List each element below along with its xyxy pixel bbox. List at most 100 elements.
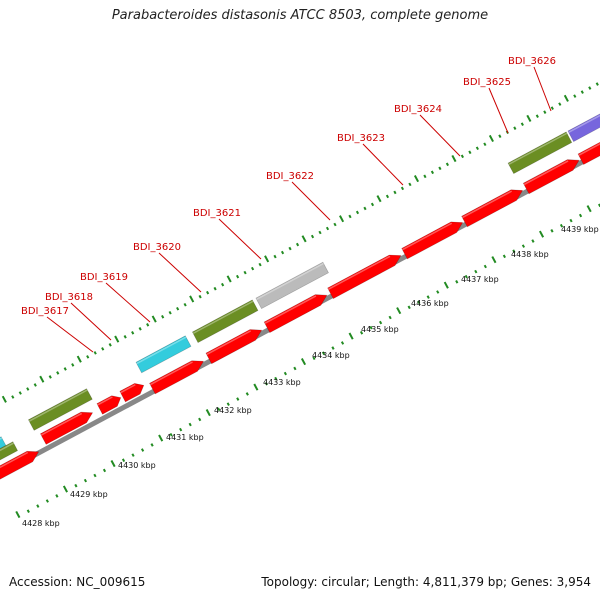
lower-tick: [455, 280, 459, 284]
lower-tick: [198, 417, 202, 422]
upper-tick: [264, 255, 270, 263]
lower-tick: [110, 459, 116, 468]
upper-tick: [176, 306, 180, 311]
lower-tick: [396, 307, 402, 315]
rrna-feature-highlight: [192, 300, 254, 335]
lower-tick: [179, 427, 183, 432]
upper-tick: [325, 226, 330, 231]
kbp-label: 4435 kbp: [361, 325, 399, 334]
upper-tick: [33, 383, 37, 387]
lower-tick: [388, 315, 392, 320]
lower-tick: [236, 397, 240, 401]
lower-tick-ruler: [15, 203, 600, 519]
upper-tick: [63, 367, 67, 371]
kbp-label: 4438 kbp: [511, 250, 549, 259]
cds-feature-highlight: [461, 190, 513, 219]
rrna-feature: [0, 441, 19, 461]
cds-feature: [149, 360, 205, 395]
lower-tick: [502, 254, 506, 259]
upper-tick: [146, 322, 150, 327]
gene-labels: BDI_3617 BDI_3618 BDI_3619 BDI_3620 BDI_3621…: [21, 56, 556, 317]
lower-tick: [369, 325, 373, 330]
upper-tick: [445, 162, 450, 167]
lower-tick: [578, 213, 583, 218]
gene-label-bdi-3619: BDI_3619: [80, 272, 128, 283]
lower-tick: [15, 510, 21, 519]
lower-tick: [550, 229, 554, 233]
upper-tick: [520, 122, 524, 126]
rrna-feature-highlight: [508, 132, 568, 166]
upper-tick-ruler: [1, 82, 599, 403]
lower-tick: [169, 432, 173, 437]
upper-tick: [413, 175, 420, 183]
trna-feature: [135, 335, 192, 374]
kbp-labels: 4428 kbp 4429 kbp 4430 kbp 4431 kbp 4432 kbp…: [22, 225, 599, 528]
leader-line: [218, 218, 262, 260]
cds-feature: [205, 329, 263, 365]
upper-tick: [333, 222, 337, 227]
cds-feature: [0, 450, 40, 480]
upper-tick: [226, 275, 232, 283]
upper-tick: [301, 235, 307, 243]
cds-feature: [327, 254, 402, 300]
upper-tick: [138, 327, 142, 331]
upper-tick: [310, 234, 315, 239]
upper-tick: [595, 82, 599, 86]
lower-tick: [45, 499, 49, 503]
upper-tick: [206, 290, 210, 295]
upper-tick: [86, 355, 90, 359]
gene-features: [0, 113, 600, 480]
upper-tick: [236, 274, 240, 279]
lower-tick: [226, 402, 230, 406]
lower-tick: [436, 290, 440, 294]
upper-tick: [563, 94, 569, 102]
lower-tick: [379, 320, 383, 325]
upper-tick: [423, 174, 427, 179]
lower-tick: [217, 407, 221, 412]
cds-feature-highlight: [206, 330, 252, 356]
lower-tick: [321, 351, 326, 355]
lower-tick: [340, 341, 345, 345]
upper-tick: [114, 335, 120, 343]
upper-tick: [101, 347, 105, 351]
upper-tick: [1, 395, 7, 403]
upper-tick: [56, 371, 60, 375]
upper-tick: [498, 134, 502, 139]
upper-tick: [48, 375, 52, 379]
label-leader-lines: [46, 66, 552, 353]
gene-label-bdi-3626: BDI_3626: [508, 56, 556, 67]
upper-tick: [168, 310, 172, 315]
upper-tick: [430, 170, 435, 175]
kbp-label: 4437 kbp: [461, 275, 499, 284]
lower-tick: [140, 448, 145, 452]
cds-feature: [96, 395, 122, 415]
upper-tick: [451, 154, 457, 163]
lower-tick: [158, 434, 164, 442]
upper-tick: [280, 250, 285, 255]
leader-line: [533, 66, 552, 112]
gene-label-bdi-3620: BDI_3620: [133, 242, 181, 253]
cds-feature-highlight: [120, 384, 136, 394]
cds-feature: [39, 411, 94, 445]
lower-tick: [300, 358, 307, 366]
upper-tick: [295, 242, 300, 247]
upper-tick: [558, 102, 562, 106]
cds-feature: [263, 294, 328, 334]
upper-tick: [151, 315, 157, 323]
upper-tick: [348, 214, 352, 219]
upper-tick: [550, 106, 554, 110]
rrna-feature: [27, 388, 93, 431]
leader-line: [70, 302, 112, 341]
lower-tick: [417, 300, 421, 304]
lower-tick: [55, 494, 59, 498]
cds-feature: [522, 159, 580, 195]
lower-tick: [264, 381, 268, 386]
cds-feature-highlight: [264, 295, 317, 324]
lower-tick: [512, 249, 516, 254]
upper-tick: [123, 335, 127, 339]
upper-tick: [11, 395, 15, 399]
upper-tick: [573, 94, 577, 98]
cds-feature-highlight: [40, 412, 83, 436]
upper-tick: [288, 246, 292, 251]
upper-tick: [39, 375, 45, 383]
